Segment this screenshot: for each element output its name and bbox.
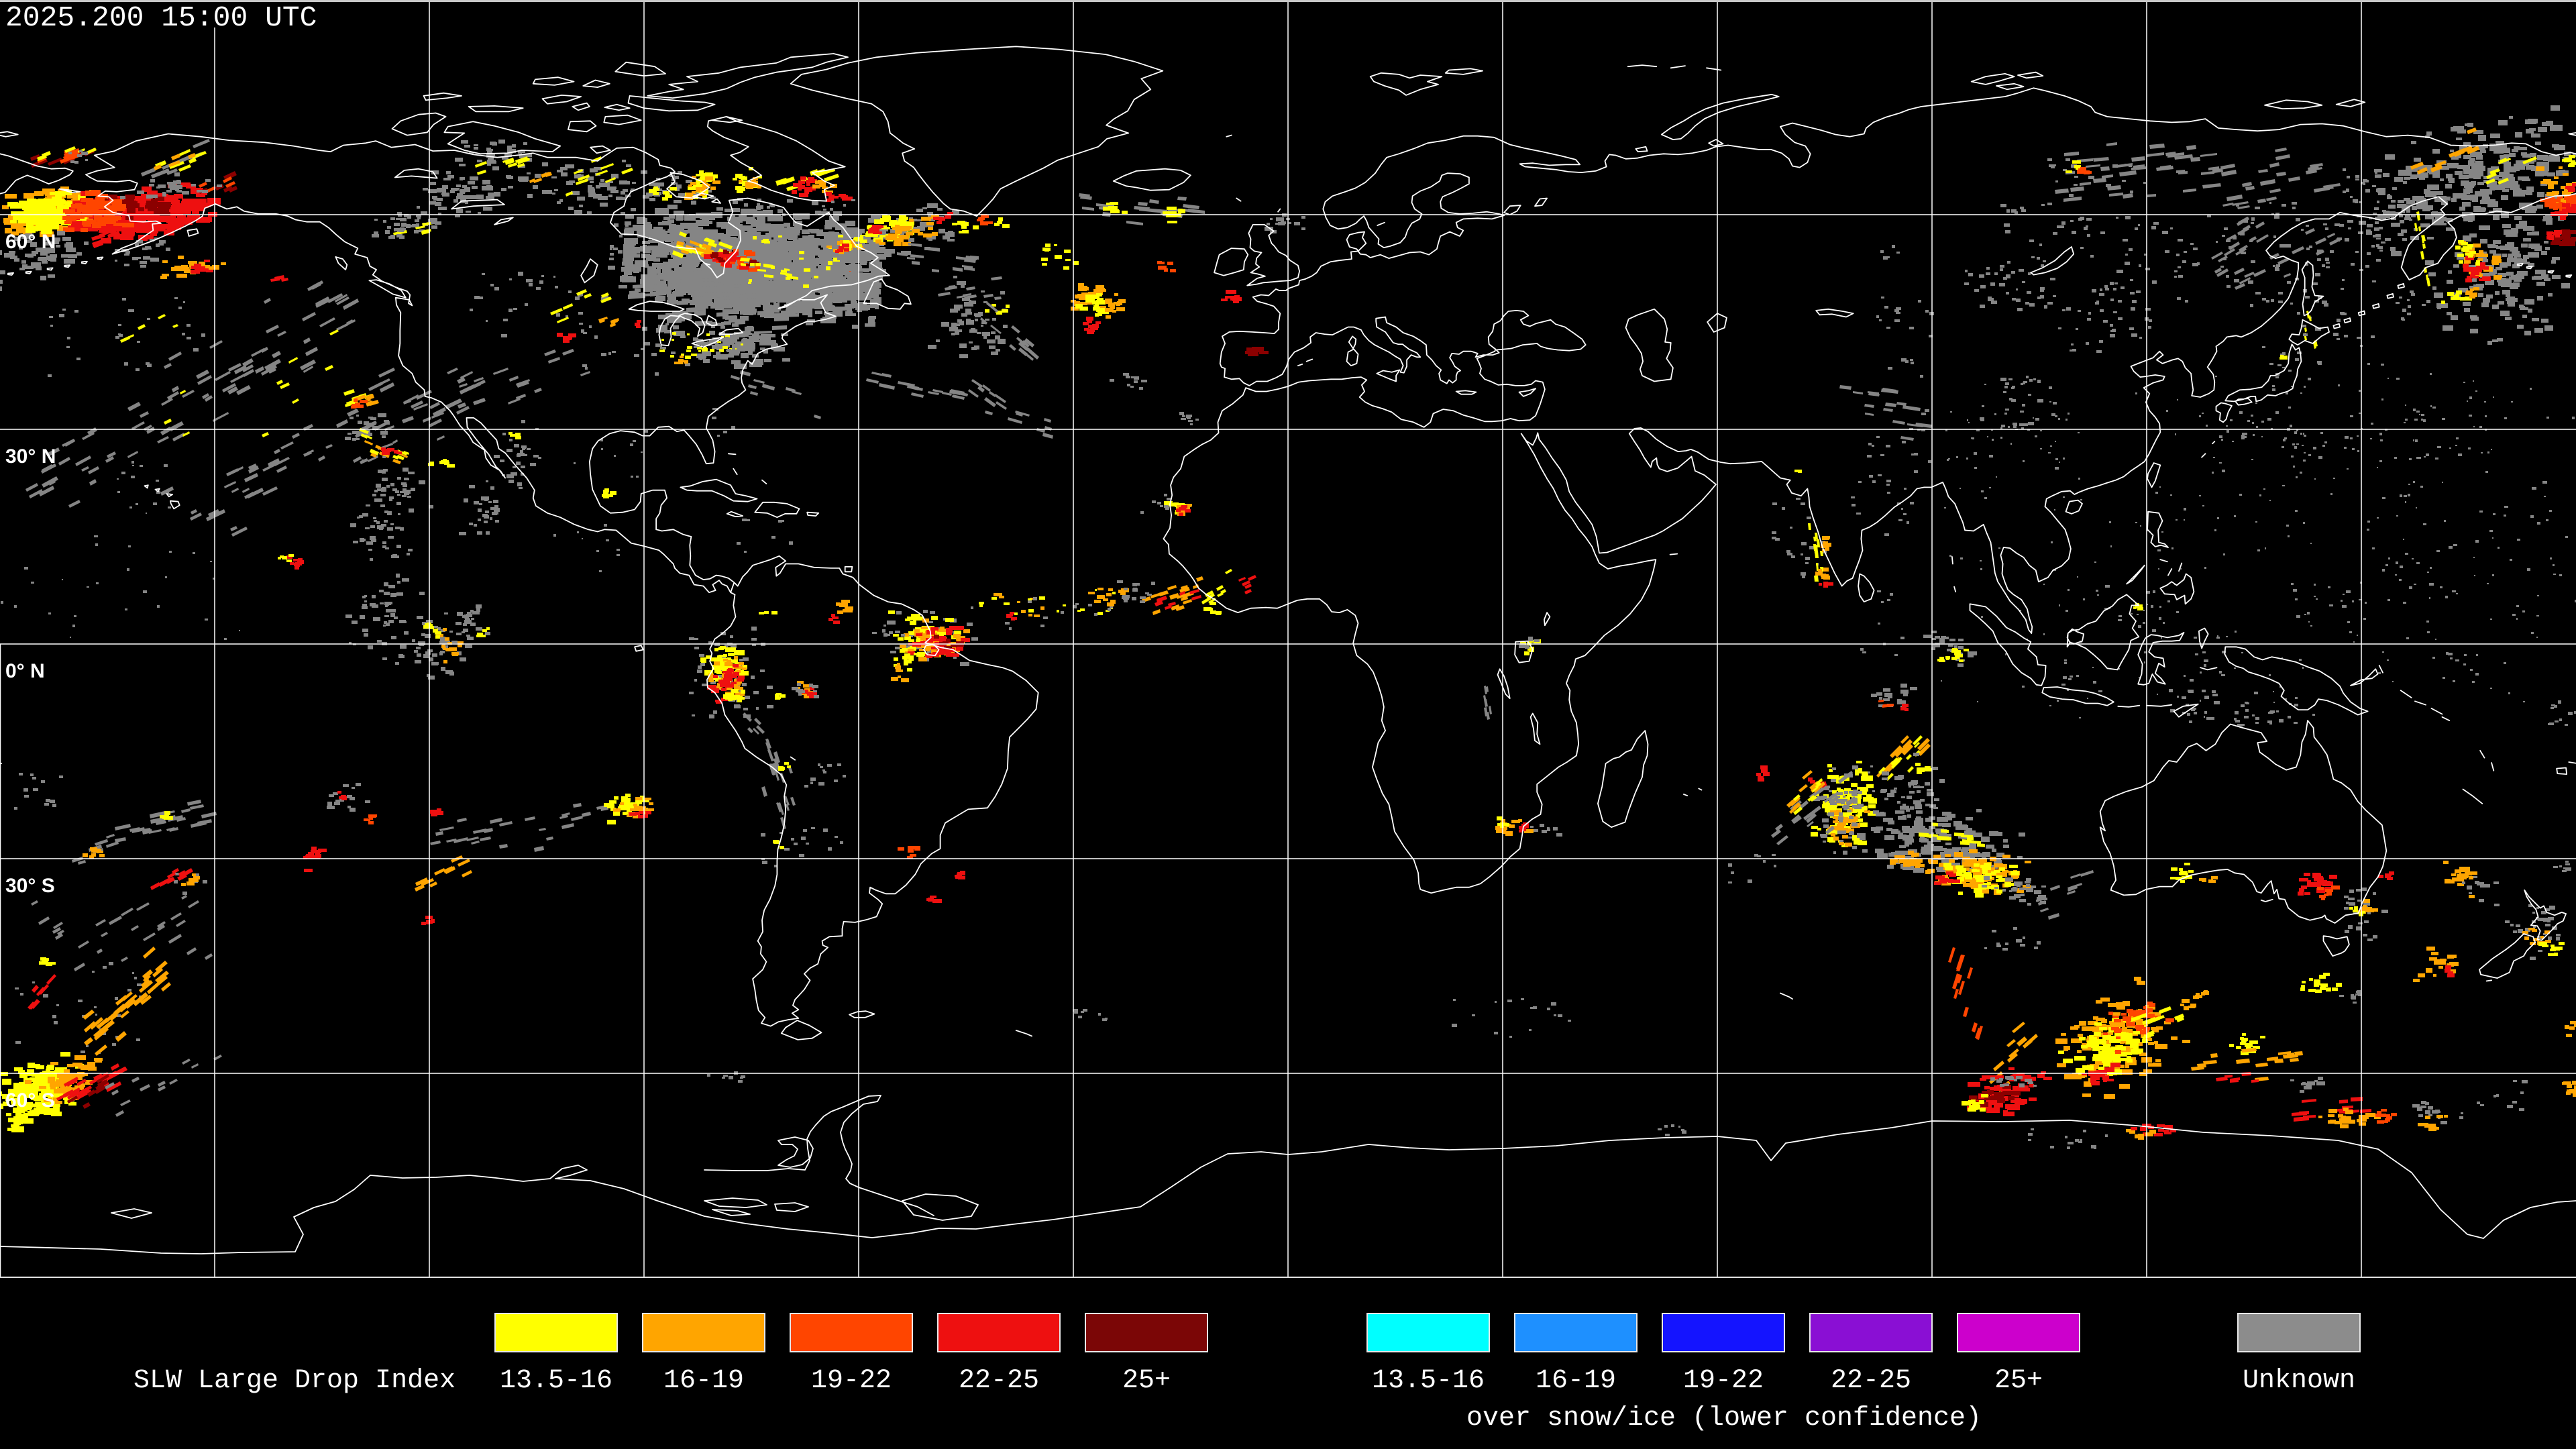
- svg-text:16-19: 16-19: [663, 1366, 744, 1396]
- svg-text:0° N: 0° N: [5, 660, 45, 682]
- svg-text:13.5-16: 13.5-16: [1372, 1366, 1485, 1396]
- svg-text:SLW Large Drop Index: SLW Large Drop Index: [133, 1366, 455, 1396]
- svg-text:30° S: 30° S: [5, 875, 55, 897]
- svg-text:60° N: 60° N: [5, 231, 56, 253]
- svg-text:over snow/ice (lower confidenc: over snow/ice (lower confidence): [1466, 1403, 1982, 1434]
- svg-text:16-19: 16-19: [1536, 1366, 1616, 1396]
- svg-text:19-22: 19-22: [811, 1366, 892, 1396]
- svg-text:22-25: 22-25: [1831, 1366, 1911, 1396]
- svg-text:13.5-16: 13.5-16: [500, 1366, 612, 1396]
- svg-text:22-25: 22-25: [959, 1366, 1039, 1396]
- svg-text:60° S: 60° S: [5, 1089, 55, 1112]
- svg-text:25+: 25+: [1122, 1366, 1171, 1396]
- svg-text:Unknown: Unknown: [2243, 1366, 2355, 1396]
- svg-text:25+: 25+: [1994, 1366, 2043, 1396]
- svg-text:2025.200 15:00 UTC: 2025.200 15:00 UTC: [5, 1, 317, 34]
- svg-text:19-22: 19-22: [1683, 1366, 1764, 1396]
- svg-text:30° N: 30° N: [5, 445, 56, 468]
